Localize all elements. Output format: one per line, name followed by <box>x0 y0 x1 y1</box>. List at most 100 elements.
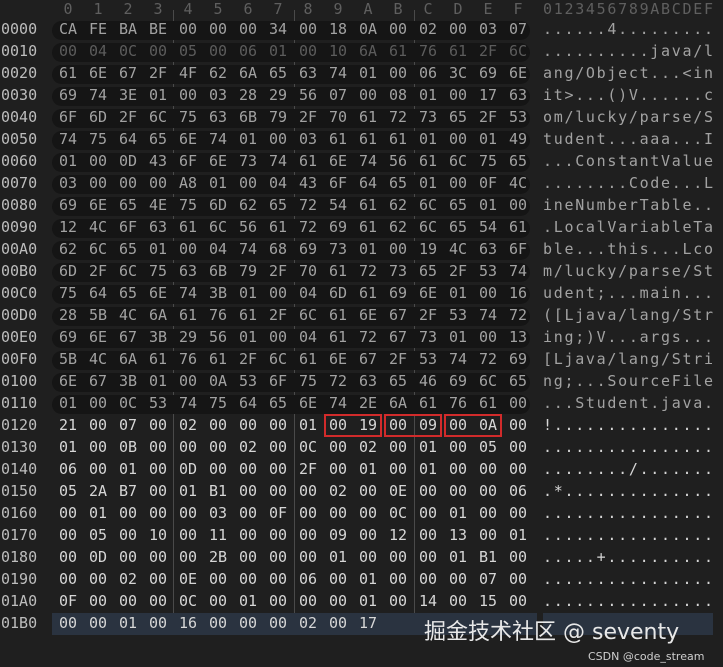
hex-byte[interactable]: 69 <box>328 218 348 236</box>
hex-byte[interactable]: BE <box>148 20 168 38</box>
hex-row[interactable]: 0160 00 01 00 00 00 03 00 0F 00 00 00 0C 00 01 00 00....… <box>0 503 723 525</box>
hex-byte[interactable]: 01 <box>88 504 108 522</box>
hex-byte[interactable]: 56 <box>388 152 408 170</box>
hex-byte[interactable]: 02 <box>418 20 438 38</box>
hex-byte[interactable]: 2A <box>88 482 108 500</box>
hex-byte[interactable]: 01 <box>298 416 318 434</box>
ascii-text[interactable]: ................ <box>543 526 715 544</box>
hex-byte[interactable]: 01 <box>238 130 258 148</box>
hex-byte[interactable]: 01 <box>448 328 468 346</box>
hex-byte[interactable]: 00 <box>298 548 318 566</box>
hex-byte[interactable]: 3C <box>448 64 468 82</box>
hex-row[interactable]: 0120 21 00 07 00 02 00 00 00 01 00 19 00 09 00 0A 00!...… <box>0 415 723 437</box>
hex-byte[interactable]: CA <box>58 20 78 38</box>
hex-byte[interactable]: 68 <box>268 240 288 258</box>
hex-byte[interactable]: 62 <box>208 64 228 82</box>
hex-byte[interactable]: 79 <box>268 108 288 126</box>
hex-byte[interactable]: 61 <box>148 350 168 368</box>
hex-byte[interactable]: 75 <box>208 394 228 412</box>
ascii-text[interactable]: udent;...main... <box>543 284 715 302</box>
ascii-text[interactable]: ......4......... <box>543 20 715 38</box>
hex-byte[interactable]: 00 <box>238 548 258 566</box>
hex-byte[interactable]: 01 <box>418 130 438 148</box>
hex-byte[interactable]: 01 <box>328 548 348 566</box>
hex-byte[interactable]: 01 <box>358 240 378 258</box>
hex-byte[interactable]: 00 <box>118 548 138 566</box>
hex-byte[interactable]: 00 <box>268 460 288 478</box>
hex-byte[interactable]: 02 <box>328 482 348 500</box>
hex-byte[interactable]: 01 <box>418 86 438 104</box>
hex-byte[interactable]: 5B <box>58 350 78 368</box>
hex-byte[interactable]: 61 <box>298 152 318 170</box>
hex-byte[interactable]: 53 <box>448 306 468 324</box>
hex-row[interactable]: 00C0 75 64 65 6E 74 3B 01 00 04 6D 61 69 6E 01 00 16 uden… <box>0 283 723 305</box>
hex-byte[interactable]: 61 <box>328 306 348 324</box>
hex-byte[interactable]: 13 <box>508 328 528 346</box>
hex-byte[interactable]: 00 <box>388 416 408 434</box>
hex-byte[interactable]: 2F <box>298 460 318 478</box>
hex-byte[interactable]: 01 <box>478 130 498 148</box>
hex-byte[interactable]: 02 <box>358 438 378 456</box>
hex-byte[interactable]: 6B <box>238 108 258 126</box>
hex-byte[interactable]: 75 <box>178 108 198 126</box>
hex-byte[interactable]: 69 <box>388 284 408 302</box>
hex-byte[interactable]: 6F <box>328 174 348 192</box>
hex-byte[interactable]: 00 <box>208 614 228 632</box>
hex-byte[interactable]: 75 <box>298 372 318 390</box>
hex-byte[interactable]: 13 <box>448 526 468 544</box>
hex-byte[interactable]: 61 <box>328 130 348 148</box>
ascii-text[interactable]: ........Code...L <box>543 174 715 192</box>
hex-byte[interactable]: 69 <box>478 64 498 82</box>
hex-byte[interactable]: 6A <box>358 42 378 60</box>
hex-byte[interactable]: 72 <box>508 306 528 324</box>
hex-byte[interactable]: 00 <box>478 328 498 346</box>
hex-byte[interactable]: 00 <box>88 416 108 434</box>
hex-byte[interactable]: 04 <box>88 42 108 60</box>
hex-byte[interactable]: 2F <box>478 108 498 126</box>
hex-byte[interactable]: 00 <box>178 240 198 258</box>
hex-byte[interactable]: 01 <box>358 460 378 478</box>
hex-byte[interactable]: 12 <box>58 218 78 236</box>
hex-byte[interactable]: 43 <box>298 174 318 192</box>
hex-byte[interactable]: 01 <box>58 438 78 456</box>
hex-byte[interactable]: 5B <box>88 306 108 324</box>
hex-byte[interactable]: 75 <box>58 284 78 302</box>
hex-byte[interactable]: 61 <box>328 262 348 280</box>
ascii-text[interactable]: .LocalVariableTa <box>543 218 715 236</box>
hex-byte[interactable]: 6A <box>388 394 408 412</box>
hex-byte[interactable]: 72 <box>298 196 318 214</box>
hex-byte[interactable]: 00 <box>268 284 288 302</box>
hex-byte[interactable]: 00 <box>358 548 378 566</box>
hex-byte[interactable]: 00 <box>58 548 78 566</box>
ascii-text[interactable]: ineNumberTable.. <box>543 196 715 214</box>
hex-byte[interactable]: 70 <box>298 262 318 280</box>
ascii-text[interactable]: !............... <box>543 416 715 434</box>
hex-byte[interactable]: 00 <box>448 570 468 588</box>
hex-byte[interactable]: 01 <box>58 152 78 170</box>
hex-row[interactable]: 0150 05 2A B7 00 01 B1 00 00 00 02 00 0E 00 00 00 06 .*..… <box>0 481 723 503</box>
hex-byte[interactable]: 00 <box>88 570 108 588</box>
hex-byte[interactable]: 67 <box>388 328 408 346</box>
hex-byte[interactable]: 04 <box>298 284 318 302</box>
hex-byte[interactable]: 4C <box>88 218 108 236</box>
hex-byte[interactable]: 74 <box>328 394 348 412</box>
hex-byte[interactable]: 00 <box>58 42 78 60</box>
hex-byte[interactable]: 0B <box>118 438 138 456</box>
ascii-text[interactable]: ................ <box>543 570 715 588</box>
hex-byte[interactable]: 01 <box>118 614 138 632</box>
hex-byte[interactable]: 00 <box>148 504 168 522</box>
hex-byte[interactable]: 01 <box>268 42 288 60</box>
hex-byte[interactable]: 6C <box>88 240 108 258</box>
hex-byte[interactable]: 06 <box>418 64 438 82</box>
hex-byte[interactable]: 01 <box>448 504 468 522</box>
hex-byte[interactable]: 00 <box>328 592 348 610</box>
hex-byte[interactable]: 61 <box>448 42 468 60</box>
ascii-text[interactable]: ................ <box>543 504 715 522</box>
hex-byte[interactable]: 00 <box>178 548 198 566</box>
hex-byte[interactable]: 63 <box>178 262 198 280</box>
hex-byte[interactable]: 61 <box>238 306 258 324</box>
ascii-text[interactable]: ......../....... <box>543 460 715 478</box>
hex-byte[interactable]: 29 <box>268 86 288 104</box>
hex-byte[interactable]: 01 <box>418 438 438 456</box>
ascii-text[interactable]: ing;)V...args... <box>543 328 715 346</box>
